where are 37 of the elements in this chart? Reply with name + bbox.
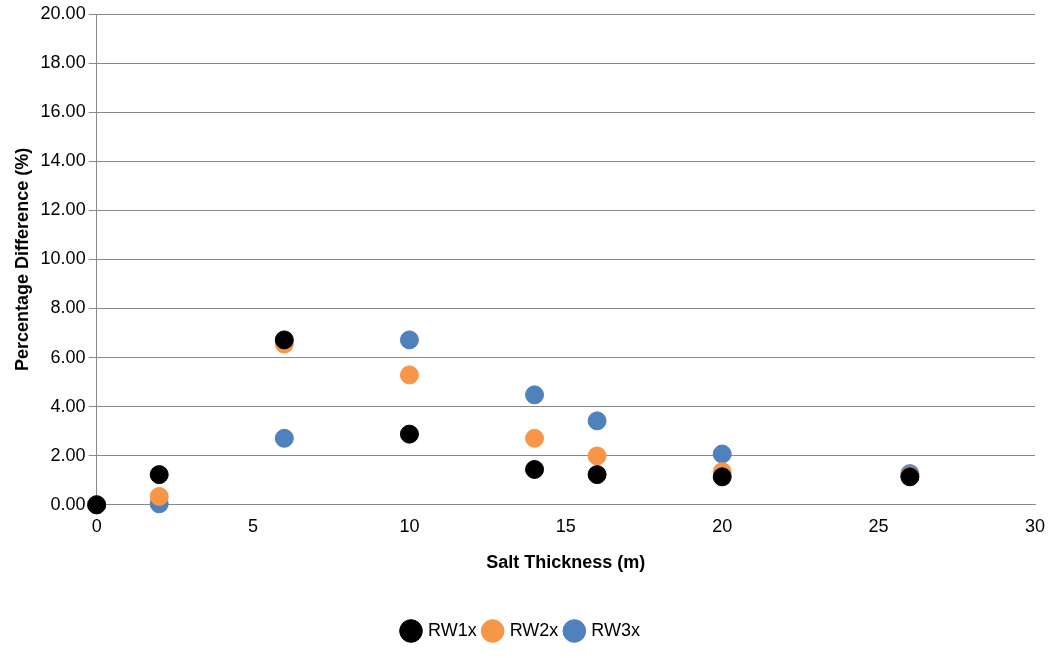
y-tick-label: 8.00 [50, 297, 86, 318]
point [399, 365, 419, 385]
point [587, 411, 607, 431]
x-tick-label: 30 [1024, 515, 1046, 536]
point [587, 465, 607, 485]
point [399, 330, 419, 350]
x-tick-label: 0 [91, 515, 102, 536]
x-tick-label: 5 [248, 515, 259, 536]
y-axis-title: Percentage Difference (%) [11, 147, 32, 371]
y-tick-label: 16.00 [40, 101, 86, 122]
point [399, 424, 419, 444]
x-tick-label: 25 [868, 515, 889, 536]
x-tick-label: 15 [555, 515, 576, 536]
y-tick-label: 4.00 [50, 395, 86, 416]
point [712, 444, 732, 464]
y-tick-label: 14.00 [40, 150, 86, 171]
legend-label: RW1x [427, 619, 477, 640]
y-tick-label: 6.00 [50, 346, 86, 367]
y-tick-label: 18.00 [40, 52, 86, 73]
y-tick-label: 20.00 [40, 2, 86, 23]
point [274, 428, 294, 448]
point [712, 467, 732, 487]
y-tick-label: 12.00 [40, 199, 86, 220]
point [149, 465, 169, 485]
x-tick-label: 10 [399, 515, 420, 536]
y-tick-label: 2.00 [50, 444, 86, 465]
y-tick-label: 10.00 [40, 248, 86, 269]
point [525, 385, 545, 405]
x-tick-label: 20 [712, 515, 733, 536]
point [587, 446, 607, 466]
point [525, 459, 545, 479]
point [149, 486, 169, 506]
legend-label: RW2x [509, 619, 559, 640]
point [525, 428, 545, 448]
y-tick-label: 0.00 [50, 493, 86, 514]
x-axis-title: Salt Thickness (m) [486, 552, 646, 573]
legend-label: RW3x [591, 619, 641, 640]
